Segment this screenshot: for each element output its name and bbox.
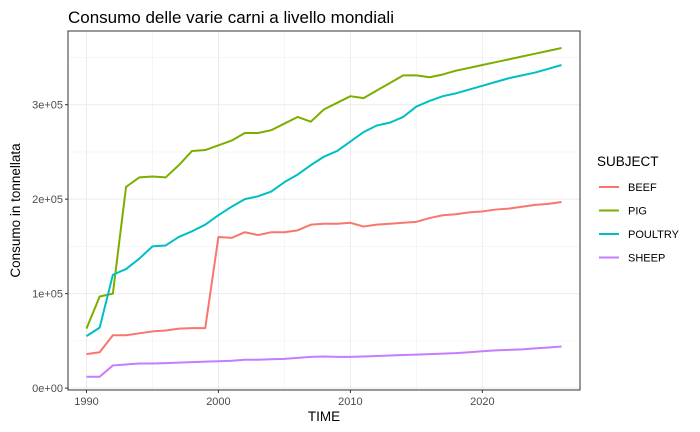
x-axis-title: TIME: [308, 409, 340, 424]
y-axis: 0e+00 1e+05 2e+05 3e+05: [32, 100, 68, 395]
x-tick-label: 2020: [470, 396, 494, 408]
y-tick-label: 3e+05: [32, 100, 63, 112]
legend-items: BEEF PIG POULTRY SHEEP: [599, 182, 680, 265]
series-line-sheep: [86, 345, 562, 378]
plot-border: [67, 30, 581, 391]
plot-background: [68, 31, 580, 390]
legend: SUBJECT BEEF PIG POULTRY SHEEP: [597, 154, 680, 265]
legend-label: PIG: [628, 206, 647, 218]
series-line-poultry: [85, 64, 562, 337]
plot-area: [67, 30, 581, 391]
x-axis: 1990 2000 2010 2020: [74, 390, 495, 408]
legend-label: SHEEP: [628, 253, 665, 265]
series-lines: [85, 47, 562, 378]
series-line-pig: [85, 47, 562, 329]
x-tick-label: 2000: [206, 396, 230, 408]
legend-label: POULTRY: [628, 229, 680, 241]
x-tick-label: 1990: [74, 396, 98, 408]
legend-item-poultry: POULTRY: [599, 229, 680, 241]
series-line-beef: [86, 201, 562, 356]
chart-title: Consumo delle varie carni a livello mond…: [68, 8, 394, 27]
legend-item-beef: BEEF: [599, 182, 657, 194]
legend-label: BEEF: [628, 182, 657, 194]
y-tick-label: 0e+00: [32, 383, 63, 395]
x-tick-label: 2010: [338, 396, 362, 408]
y-axis-title: Consumo in tonnellata: [8, 143, 23, 278]
grid-major: [68, 31, 580, 390]
legend-title: SUBJECT: [597, 154, 659, 169]
y-tick-label: 2e+05: [32, 194, 63, 206]
y-tick-label: 1e+05: [32, 289, 63, 301]
legend-item-pig: PIG: [599, 206, 647, 218]
legend-item-sheep: SHEEP: [599, 253, 665, 265]
